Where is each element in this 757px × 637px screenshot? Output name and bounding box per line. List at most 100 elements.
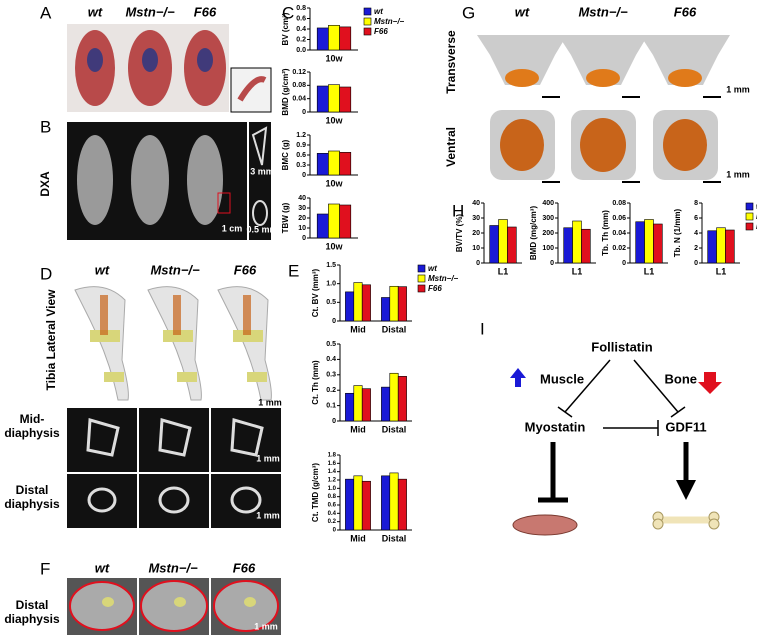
y-tick-label: 0.3: [296, 162, 306, 169]
photo-set: [67, 24, 272, 113]
y-tick-label: 0.08: [292, 82, 306, 89]
column-header: wt: [95, 262, 110, 277]
y-tick-label: 0.4: [326, 356, 336, 363]
bar: [563, 227, 573, 264]
bar: [339, 26, 352, 51]
bar: [361, 388, 371, 422]
y-tick-label: 0: [333, 528, 337, 534]
y-tick-label: 20: [298, 215, 306, 222]
y-tick-label: 0.6: [296, 152, 306, 159]
y-tick-label: 0.8: [328, 494, 337, 500]
bar: [353, 385, 363, 422]
bar: [339, 204, 352, 239]
bar: [498, 219, 508, 264]
y-tick-label: 1.2: [328, 478, 337, 484]
y-axis-label: BMC (g): [281, 139, 290, 170]
bar: [489, 225, 499, 264]
bar: [316, 85, 329, 113]
y-axis-label: TBW (g): [281, 202, 290, 233]
y-tick-label: 0.5: [326, 299, 336, 306]
scale-bar-label: 1 mm: [256, 510, 280, 520]
y-tick-label: 0.12: [292, 69, 306, 76]
legend-swatch: [363, 17, 372, 26]
scale-bar-label: 1 mm: [256, 453, 280, 463]
y-axis-label: BMD (mg/cm³): [529, 206, 538, 261]
histology: [67, 578, 281, 635]
y-tick-label: 0: [622, 260, 626, 267]
y-axis-label: BV (cm³): [281, 12, 290, 45]
bar: [328, 150, 340, 176]
y-tick-label: 0.06: [612, 215, 626, 222]
bar: [581, 228, 591, 264]
y-axis-label: Ct. BV (mm³): [311, 268, 320, 317]
bar: [328, 203, 340, 239]
column-header: Mstn−/−: [148, 560, 198, 575]
y-tick-label: 30: [298, 205, 306, 212]
legend-swatch: [417, 284, 426, 293]
y-tick-label: 100: [542, 245, 554, 252]
y-tick-label: 0.0: [296, 47, 306, 54]
scale-bar-label: 1 mm: [726, 169, 750, 179]
node: Muscle: [540, 371, 584, 386]
vertebra-render: [477, 35, 730, 183]
panel-label: A: [40, 3, 52, 22]
y-tick-label: 0: [332, 418, 336, 425]
bar: [507, 226, 517, 264]
legend-label: Mstn−/−: [428, 274, 459, 283]
y-tick-label: 0: [302, 109, 306, 116]
y-axis-label: BMD (g/cm²): [281, 68, 290, 115]
y-tick-label: 0: [302, 172, 306, 179]
node: GDF11: [665, 419, 706, 434]
column-header: Mstn−/−: [150, 262, 200, 277]
bar: [725, 229, 735, 264]
scale-bar-label: 1 mm: [258, 397, 282, 407]
column-header: F66: [674, 4, 697, 19]
legend-label: wt: [428, 264, 437, 273]
y-tick-label: 0.04: [292, 96, 306, 103]
y-tick-label: 0.8: [296, 5, 306, 12]
bar: [328, 25, 340, 51]
x-tick-label: 10w: [325, 53, 343, 63]
bar: [381, 386, 391, 422]
y-tick-label: 0: [302, 235, 306, 242]
y-tick-label: 0.1: [326, 402, 336, 409]
y-axis-label: Tb. Th (mm): [601, 210, 610, 256]
bar: [361, 480, 371, 531]
legend-label: F66: [428, 284, 442, 293]
x-tick-label: 10w: [325, 178, 343, 188]
bar: [397, 478, 407, 531]
y-tick-label: 0.5: [326, 341, 336, 348]
bar: [316, 153, 329, 176]
bar: [339, 86, 352, 113]
x-tick-label: Mid: [350, 533, 366, 543]
bar: [381, 297, 391, 322]
panel-label: H: [452, 201, 464, 220]
legend-swatch: [417, 274, 426, 283]
x-tick-label: Distal: [382, 533, 407, 543]
y-axis-label: BV/TV (%): [455, 214, 464, 253]
bar: [397, 376, 407, 422]
x-tick-label: 10w: [325, 241, 343, 251]
x-tick-label: Mid: [350, 324, 366, 334]
x-tick-label: Mid: [350, 424, 366, 434]
y-tick-label: 4: [694, 230, 698, 237]
row-label: Transverse: [444, 30, 458, 94]
panel-label: B: [40, 117, 51, 136]
y-tick-label: 0.6: [328, 503, 337, 509]
y-tick-label: 40: [472, 200, 480, 207]
x-tick-label: L1: [716, 266, 727, 276]
column-header: wt: [515, 4, 530, 19]
bar: [644, 219, 654, 264]
row-label: Ventral: [444, 127, 458, 167]
y-tick-label: 1.2: [296, 132, 306, 139]
cross-sections: [67, 408, 281, 528]
column-header: Mstn−/−: [125, 4, 175, 19]
node: Follistatin: [591, 339, 652, 354]
bar: [716, 227, 726, 264]
legend-label: Mstn−/−: [374, 17, 405, 26]
y-tick-label: 0.4: [296, 26, 306, 33]
bar: [381, 475, 391, 531]
x-tick-label: L1: [572, 266, 583, 276]
legend-label: wt: [374, 7, 383, 16]
y-tick-label: 8: [694, 200, 698, 207]
